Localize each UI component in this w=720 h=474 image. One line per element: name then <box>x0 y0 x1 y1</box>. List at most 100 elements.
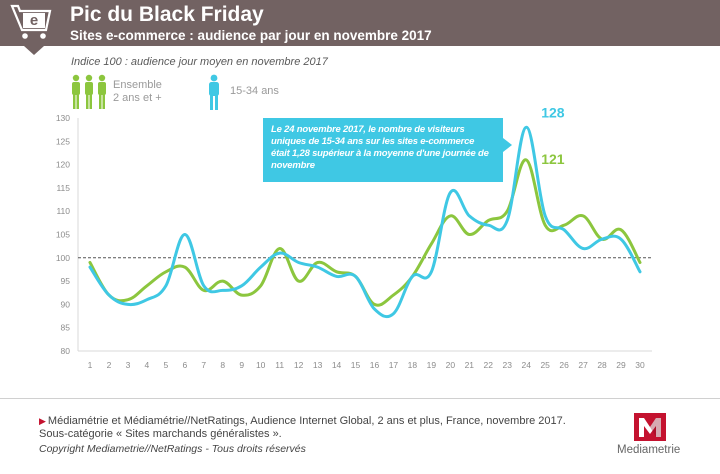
data-point <box>297 261 300 264</box>
data-point <box>449 214 452 217</box>
data-point <box>620 238 623 241</box>
data-point <box>563 228 566 231</box>
y-tick-label: 85 <box>61 323 71 333</box>
page-title: Pic du Black Friday <box>70 3 264 26</box>
legend-youth-label: 15-34 ans <box>230 85 279 97</box>
data-point <box>126 298 129 301</box>
x-tick-label: 28 <box>597 360 607 370</box>
data-point <box>449 191 452 194</box>
data-point <box>107 294 110 297</box>
y-tick-label: 95 <box>61 276 71 286</box>
data-point <box>259 284 262 287</box>
x-tick-label: 10 <box>256 360 266 370</box>
data-point <box>316 261 319 264</box>
y-tick-label: 100 <box>56 253 70 263</box>
legend-ensemble-line1: Ensemble <box>113 79 162 91</box>
x-tick-label: 29 <box>616 360 626 370</box>
y-tick-label: 105 <box>56 230 70 240</box>
mediametrie-m-logo-icon <box>634 413 666 441</box>
data-point <box>620 228 623 231</box>
x-tick-label: 20 <box>446 360 456 370</box>
svg-text:e: e <box>30 12 38 29</box>
footer-separator <box>0 398 720 399</box>
data-point <box>240 284 243 287</box>
data-point <box>354 275 357 278</box>
data-point <box>601 238 604 241</box>
data-point <box>164 284 167 287</box>
x-tick-label: 7 <box>201 360 206 370</box>
data-point <box>506 219 509 222</box>
x-tick-label: 8 <box>220 360 225 370</box>
x-tick-label: 25 <box>540 360 550 370</box>
x-tick-label: 21 <box>465 360 475 370</box>
x-tick-label: 9 <box>239 360 244 370</box>
y-tick-label: 110 <box>56 206 70 216</box>
data-point <box>89 261 92 264</box>
data-point <box>126 303 129 306</box>
data-point <box>145 284 148 287</box>
x-tick-label: 24 <box>521 360 531 370</box>
cart-e-icon: e <box>10 4 52 39</box>
x-tick-label: 22 <box>484 360 494 370</box>
data-point <box>335 270 338 273</box>
data-point <box>392 312 395 315</box>
chart-subtitle: Indice 100 : audience jour moyen en nove… <box>71 56 328 68</box>
y-tick-label: 130 <box>56 113 70 123</box>
data-point <box>164 270 167 273</box>
legend-ensemble-line2: 2 ans et + <box>113 92 162 104</box>
x-tick-label: 19 <box>427 360 437 370</box>
annotation-arrow <box>503 138 512 152</box>
x-tick-label: 23 <box>503 360 513 370</box>
data-point <box>468 214 471 217</box>
y-tick-label: 125 <box>56 136 70 146</box>
x-tick-label: 30 <box>635 360 645 370</box>
x-tick-label: 2 <box>107 360 112 370</box>
data-point <box>639 261 642 264</box>
data-point <box>487 224 490 227</box>
data-point <box>221 289 224 292</box>
legend-ensemble-label: Ensemble 2 ans et + <box>113 79 162 105</box>
y-tick-label: 115 <box>56 183 70 193</box>
data-point <box>202 284 205 287</box>
group-of-people-icon <box>72 74 106 109</box>
x-tick-label: 17 <box>389 360 399 370</box>
data-point <box>89 266 92 269</box>
x-tick-label: 12 <box>294 360 304 370</box>
x-tick-label: 14 <box>332 360 342 370</box>
x-tick-label: 3 <box>126 360 131 370</box>
x-tick-label: 6 <box>182 360 187 370</box>
data-point <box>297 280 300 283</box>
y-tick-label: 80 <box>61 346 71 356</box>
x-tick-label: 1 <box>88 360 93 370</box>
data-point <box>145 298 148 301</box>
data-point <box>487 219 490 222</box>
y-tick-label: 90 <box>61 299 71 309</box>
data-point <box>639 270 642 273</box>
annotation-callout: Le 24 novembre 2017, le nombre de visite… <box>263 118 503 182</box>
data-point <box>411 275 414 278</box>
data-label: 128 <box>541 104 565 120</box>
data-point <box>544 224 547 227</box>
x-tick-label: 4 <box>145 360 150 370</box>
y-tick-label: 120 <box>56 160 70 170</box>
x-tick-label: 13 <box>313 360 323 370</box>
x-tick-label: 11 <box>275 360 284 370</box>
data-point <box>525 126 528 129</box>
brand-name: Mediametrie <box>617 444 681 456</box>
data-point <box>430 242 433 245</box>
data-point <box>259 266 262 269</box>
x-tick-label: 27 <box>578 360 588 370</box>
page-subtitle: Sites e-commerce : audience par jour en … <box>70 28 432 43</box>
data-point <box>240 294 243 297</box>
data-point <box>582 247 585 250</box>
data-point <box>335 275 338 278</box>
bullet-triangle-icon: ▶ <box>39 416 46 426</box>
x-tick-label: 18 <box>408 360 418 370</box>
series-line-15-34 <box>88 125 642 319</box>
x-tick-label: 26 <box>559 360 569 370</box>
data-point <box>278 247 281 250</box>
data-point <box>525 158 528 161</box>
header-band: e Pic du Black Friday Sites e-commerce :… <box>0 0 720 46</box>
data-label: 121 <box>541 151 565 167</box>
